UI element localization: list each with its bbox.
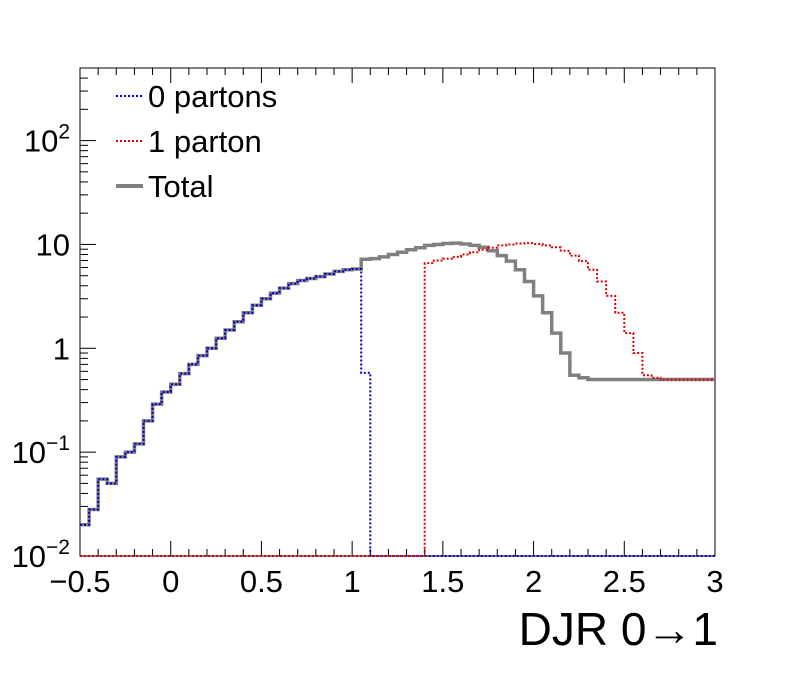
y-tick-label: 10−1 [12,432,70,470]
x-tick-label: 0 [162,564,179,599]
x-tick-label: 1.5 [421,564,464,599]
x-tick-label: −0.5 [49,564,110,599]
x-tick-labels: −0.5 0 0.5 1 1.5 2 2.5 3 [49,564,723,599]
y-tick-label: 1 [53,331,70,366]
series-line-1-parton [80,242,715,557]
x-tick-label: 1 [344,564,361,599]
series-layer [80,241,715,557]
x-tick-label: 2.5 [603,564,646,599]
legend-label-1-parton: 1 parton [148,124,262,159]
legend-label-total: Total [148,169,213,204]
legend: 0 partons 1 parton Total [116,79,277,204]
x-minor-ticks [97,68,698,556]
legend-label-0-partons: 0 partons [148,79,277,114]
x-tick-label: 0.5 [240,564,283,599]
y-tick-labels: 10−2 10−1 1 10 102 [12,121,70,574]
series-line-0-partons [80,268,715,557]
x-tick-label: 2 [525,564,542,599]
y-tick-label: 10 [36,227,70,262]
y-ticks [80,67,96,557]
y-tick-label: 10−2 [12,536,70,574]
x-major-ticks [79,68,716,556]
y-tick-label: 102 [24,121,70,159]
x-axis-title: DJR 0→1 [519,603,718,655]
x-tick-label: 3 [706,564,723,599]
